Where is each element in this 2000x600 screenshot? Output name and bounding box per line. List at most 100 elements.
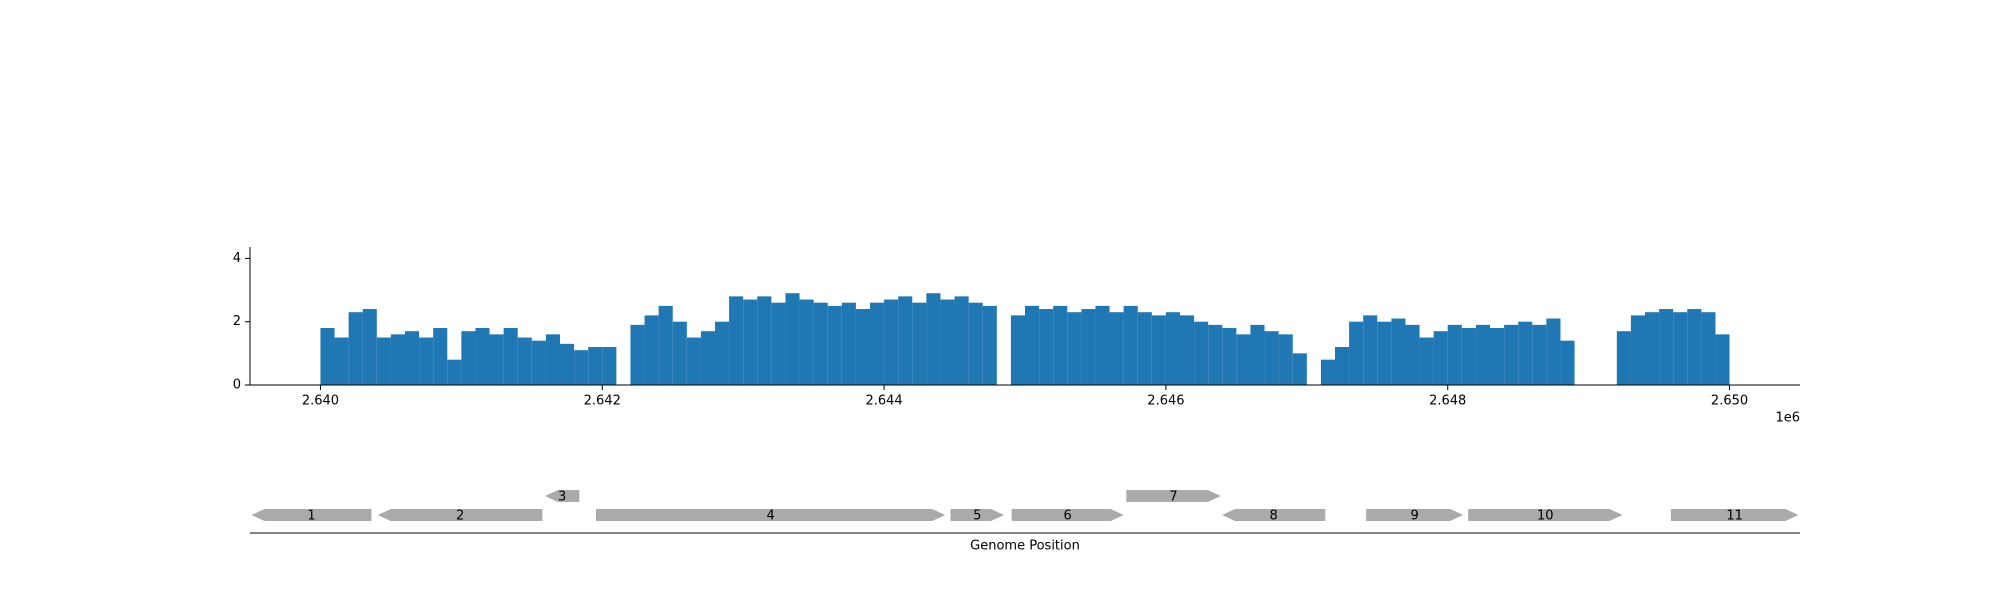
bar (1645, 312, 1660, 385)
bar (1349, 321, 1364, 385)
gene-arrow (950, 509, 1005, 521)
gene-arrow (1011, 509, 1124, 521)
bar (1335, 347, 1350, 385)
bar (574, 350, 589, 385)
bar (771, 302, 786, 385)
bar (1630, 315, 1645, 385)
x-offset-label: 1e6 (1775, 411, 1800, 426)
bar (827, 305, 842, 385)
x-tick-label: 2.648 (1429, 394, 1466, 409)
bar (1659, 309, 1674, 385)
bar (813, 302, 828, 385)
bar (1532, 324, 1547, 385)
bar (1475, 324, 1490, 385)
bar (489, 334, 504, 385)
bar (1137, 312, 1152, 385)
bar (658, 305, 673, 385)
bar (785, 293, 800, 385)
bar (855, 309, 870, 385)
bar (700, 331, 715, 385)
bar (1236, 334, 1251, 385)
bar (940, 299, 955, 385)
bar (405, 331, 420, 385)
gene-arrow (1468, 509, 1623, 521)
y-tick-label: 4 (233, 251, 241, 266)
bar (1673, 312, 1688, 385)
bar (1701, 312, 1716, 385)
gene-label: 8 (1269, 509, 1277, 524)
bar (1081, 309, 1096, 385)
gene-label: 2 (456, 509, 464, 524)
bar (1560, 340, 1575, 385)
bar (1264, 331, 1279, 385)
bar (1715, 334, 1730, 385)
bar (926, 293, 941, 385)
bar (954, 296, 969, 385)
bar (588, 347, 603, 385)
x-tick-label: 2.642 (584, 394, 621, 409)
bar (1490, 328, 1505, 385)
gene-label: 7 (1169, 490, 1177, 505)
gene-label: 3 (558, 490, 566, 505)
bar (1067, 312, 1082, 385)
gene-arrow (1366, 509, 1464, 521)
bar (757, 296, 772, 385)
bar (1405, 324, 1420, 385)
bar (447, 359, 462, 385)
bar (1180, 315, 1195, 385)
bar (475, 328, 490, 385)
bar (841, 302, 856, 385)
bar (1278, 334, 1293, 385)
bar (1433, 331, 1448, 385)
bar (1010, 315, 1025, 385)
bar (419, 337, 434, 385)
bar (1461, 328, 1476, 385)
bar (1419, 337, 1434, 385)
bar (884, 299, 899, 385)
bar (1546, 318, 1561, 385)
bar (1194, 321, 1209, 385)
bar (1151, 315, 1166, 385)
gene-arrow (251, 509, 372, 521)
gene-arrow (1126, 490, 1221, 502)
bar (602, 347, 617, 385)
bar (1109, 312, 1124, 385)
bar (348, 312, 363, 385)
x-axis-label: Genome Position (970, 539, 1080, 554)
gene-label: 9 (1410, 509, 1418, 524)
bar (1250, 324, 1265, 385)
bar (715, 321, 730, 385)
x-tick-label: 2.640 (302, 394, 339, 409)
bar (1687, 309, 1702, 385)
bar (1320, 359, 1335, 385)
gene-label: 6 (1064, 509, 1072, 524)
bar (362, 309, 377, 385)
bar (320, 328, 335, 385)
bar (982, 305, 997, 385)
bar (1363, 315, 1378, 385)
bar (1518, 321, 1533, 385)
bar (545, 334, 560, 385)
bar (1039, 309, 1054, 385)
gene-label: 1 (307, 509, 315, 524)
bar (390, 334, 405, 385)
gene-label: 11 (1726, 509, 1743, 524)
bar (686, 337, 701, 385)
bar (517, 337, 532, 385)
bar (1616, 331, 1631, 385)
bar (1165, 312, 1180, 385)
bar (912, 302, 927, 385)
bar (672, 321, 687, 385)
bar (1208, 324, 1223, 385)
bar (1095, 305, 1110, 385)
bar (1123, 305, 1138, 385)
bar (531, 340, 546, 385)
bar (898, 296, 913, 385)
gene-arrow (1221, 509, 1326, 521)
bar (1377, 321, 1392, 385)
bar (799, 299, 814, 385)
bar (1447, 324, 1462, 385)
bar (968, 302, 983, 385)
bar (1025, 305, 1040, 385)
bar (729, 296, 744, 385)
